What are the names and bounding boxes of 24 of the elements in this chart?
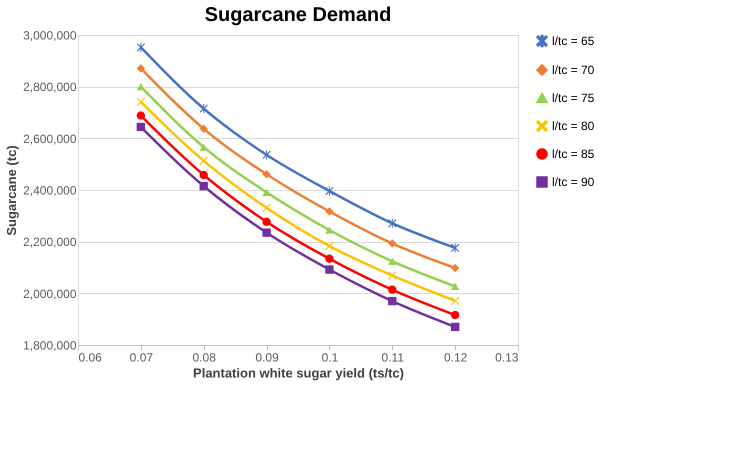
y-tick-label: 2,400,000: [23, 184, 77, 198]
x-tick-label: 0.08: [192, 350, 216, 364]
legend-label: l/tc = 65: [552, 34, 595, 48]
y-tick-label: 2,800,000: [23, 80, 77, 94]
y-tick-label: 3,000,000: [23, 28, 77, 42]
legend-label: l/tc = 75: [552, 91, 595, 105]
x-tick-label: 0.11: [382, 350, 404, 364]
x-tick-label: 0.07: [130, 350, 154, 364]
legend-label: l/tc = 70: [552, 63, 595, 77]
x-tick-label: 0.06: [78, 350, 102, 364]
y-tick-label: 1,800,000: [23, 338, 77, 352]
y-axis-title: Sugarcane (tc): [4, 145, 20, 236]
legend-label: l/tc = 80: [552, 119, 595, 133]
x-tick-label: 0.09: [255, 350, 280, 364]
y-tick-label: 2,200,000: [23, 235, 77, 250]
x-axis-title: Plantation white sugar yield (ts/tc): [193, 366, 404, 380]
x-tick-label: 0.13: [495, 350, 519, 364]
legend-label: l/tc = 85: [552, 147, 595, 161]
y-tick-label: 2,000,000: [23, 286, 77, 301]
y-tick-label: 2,600,000: [23, 132, 77, 146]
legend-label: l/tc = 90: [552, 175, 595, 189]
x-tick-label: 0.1: [322, 350, 339, 364]
chart-title: Sugarcane Demand: [204, 4, 392, 26]
x-tick-label: 0.12: [444, 350, 468, 364]
